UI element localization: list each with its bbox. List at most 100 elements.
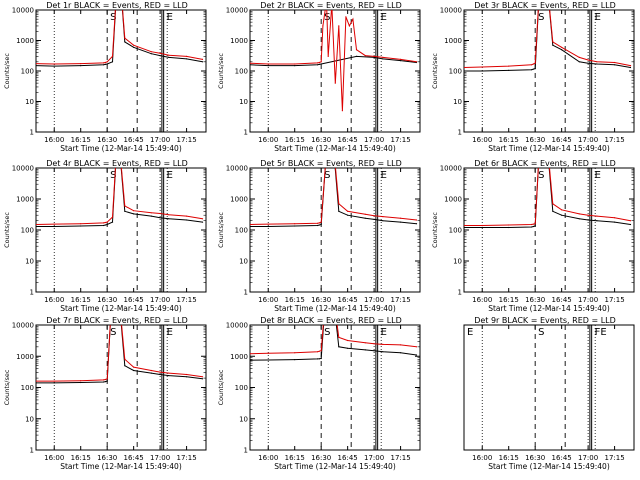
series-events-point	[561, 214, 563, 216]
series-events-point	[400, 60, 402, 62]
x-axis-label: Start Time (12-Mar-14 15:49:40)	[60, 144, 182, 153]
series-events-point	[317, 358, 319, 360]
series-lld-point	[53, 63, 55, 65]
series-lld-point	[552, 203, 554, 205]
series-lld-line	[36, 168, 203, 225]
marker-label: E	[381, 170, 387, 181]
series-lld-point	[150, 212, 152, 214]
series-events-point	[201, 61, 204, 63]
x-tick-label: 16:45	[124, 454, 144, 462]
marker-label: S	[324, 327, 330, 338]
marker-label: S	[110, 170, 116, 181]
series-events-point	[464, 226, 465, 229]
series-events-point	[150, 53, 152, 55]
series-events-point	[347, 347, 349, 349]
marker-label: S	[538, 327, 544, 338]
y-tick-label: 10	[25, 98, 34, 106]
series-events-point	[133, 369, 135, 372]
detector-panel-1: Det 1r BLACK = Events, RED = LLD 1 10 100 10…	[3, 1, 207, 153]
series-lld-point	[186, 55, 188, 58]
series-lld-point	[531, 64, 533, 66]
x-tick-label: 16:30	[97, 454, 117, 462]
y-tick-label: 10	[25, 258, 34, 266]
series-lld-point	[159, 212, 161, 215]
series-lld-point	[201, 376, 204, 378]
x-tick-label: 17:00	[364, 296, 384, 304]
series-events-point	[186, 219, 188, 221]
y-tick-label: 100	[21, 227, 34, 235]
series-events-point	[294, 225, 296, 227]
y-tick-label: 10	[239, 415, 248, 423]
series-events-point	[596, 220, 598, 222]
x-tick-label: 16:00	[44, 136, 64, 144]
series-lld-point	[106, 61, 108, 63]
series-lld-point	[400, 344, 402, 346]
series-events-point	[382, 351, 384, 353]
x-tick-label: 16:15	[499, 136, 519, 144]
series-lld-point	[534, 62, 536, 64]
series-events-point	[481, 70, 483, 72]
series-lld-line	[250, 10, 417, 111]
x-tick-label: 16:30	[97, 136, 117, 144]
y-axis-label: Counts/sec	[217, 212, 225, 248]
y-tick-label: 10	[239, 258, 248, 266]
series-lld-point	[352, 18, 354, 20]
series-events-point	[531, 226, 533, 228]
x-tick-label: 17:00	[578, 454, 598, 462]
x-tick-label: 17:00	[150, 454, 170, 462]
series-lld-point	[80, 223, 82, 225]
x-tick-label: 16:15	[71, 296, 91, 304]
series-lld-point	[103, 379, 105, 381]
x-tick-label: 16:00	[258, 136, 278, 144]
series-lld-point	[80, 380, 82, 382]
marker-label: E	[167, 12, 173, 23]
x-tick-label: 16:30	[525, 296, 545, 304]
x-axis-label: Start Time (12-Mar-14 15:49:40)	[274, 144, 396, 153]
series-events-point	[250, 359, 251, 361]
series-events-point	[331, 127, 332, 128]
x-tick-label: 17:00	[364, 454, 384, 462]
series-lld-point	[133, 366, 135, 368]
series-lld-point	[481, 224, 483, 227]
series-lld-point	[341, 110, 343, 112]
x-tick-label: 17:00	[150, 136, 170, 144]
series-events-point	[629, 223, 632, 226]
series-events-point	[326, 284, 327, 285]
series-events-point	[201, 378, 204, 380]
series-events-point	[103, 224, 105, 227]
series-lld-line	[464, 10, 631, 68]
series-events-point	[614, 221, 616, 223]
series-lld-point	[133, 210, 135, 212]
y-axis-label: Counts/sec	[431, 53, 439, 89]
x-tick-label: 16:45	[338, 136, 358, 144]
x-tick-label: 16:30	[311, 296, 331, 304]
series-lld-point	[364, 55, 366, 57]
panel-title: Det 5r BLACK = Events, RED = LLD	[260, 159, 402, 168]
series-events-point	[355, 55, 358, 58]
series-events-point	[103, 381, 105, 383]
x-tick-label: 16:15	[71, 136, 91, 144]
series-events-line	[36, 168, 203, 227]
series-lld-point	[373, 215, 375, 217]
series-events-point	[117, 284, 118, 285]
x-tick-label: 16:30	[311, 136, 331, 144]
y-tick-label: 10000	[226, 165, 248, 173]
x-tick-label: 17:15	[604, 136, 624, 144]
y-axis-label: Counts/sec	[3, 53, 11, 89]
y-tick-label: 100	[235, 68, 248, 76]
series-lld-line	[464, 168, 631, 226]
panel-title: Det 7r BLACK = Events, RED = LLD	[46, 316, 188, 325]
series-events-point	[124, 365, 126, 367]
series-events-point	[578, 61, 580, 63]
series-events-point	[186, 58, 188, 60]
series-lld-point	[331, 127, 332, 128]
series-lld-point	[36, 223, 37, 226]
x-tick-label: 16:45	[552, 296, 572, 304]
detector-panel-3: Det 3r BLACK = Events, RED = LLD 1 10 100 10…	[431, 1, 635, 153]
detector-panel-7: Det 7r BLACK = Events, RED = LLD 1 10 100 10…	[3, 284, 207, 471]
panel-title: Det 8r BLACK = Events, RED = LLD	[260, 316, 402, 325]
series-lld-point	[382, 343, 384, 345]
series-events-point	[328, 127, 329, 128]
series-lld-point	[531, 223, 533, 226]
x-tick-label: 16:15	[285, 136, 305, 144]
